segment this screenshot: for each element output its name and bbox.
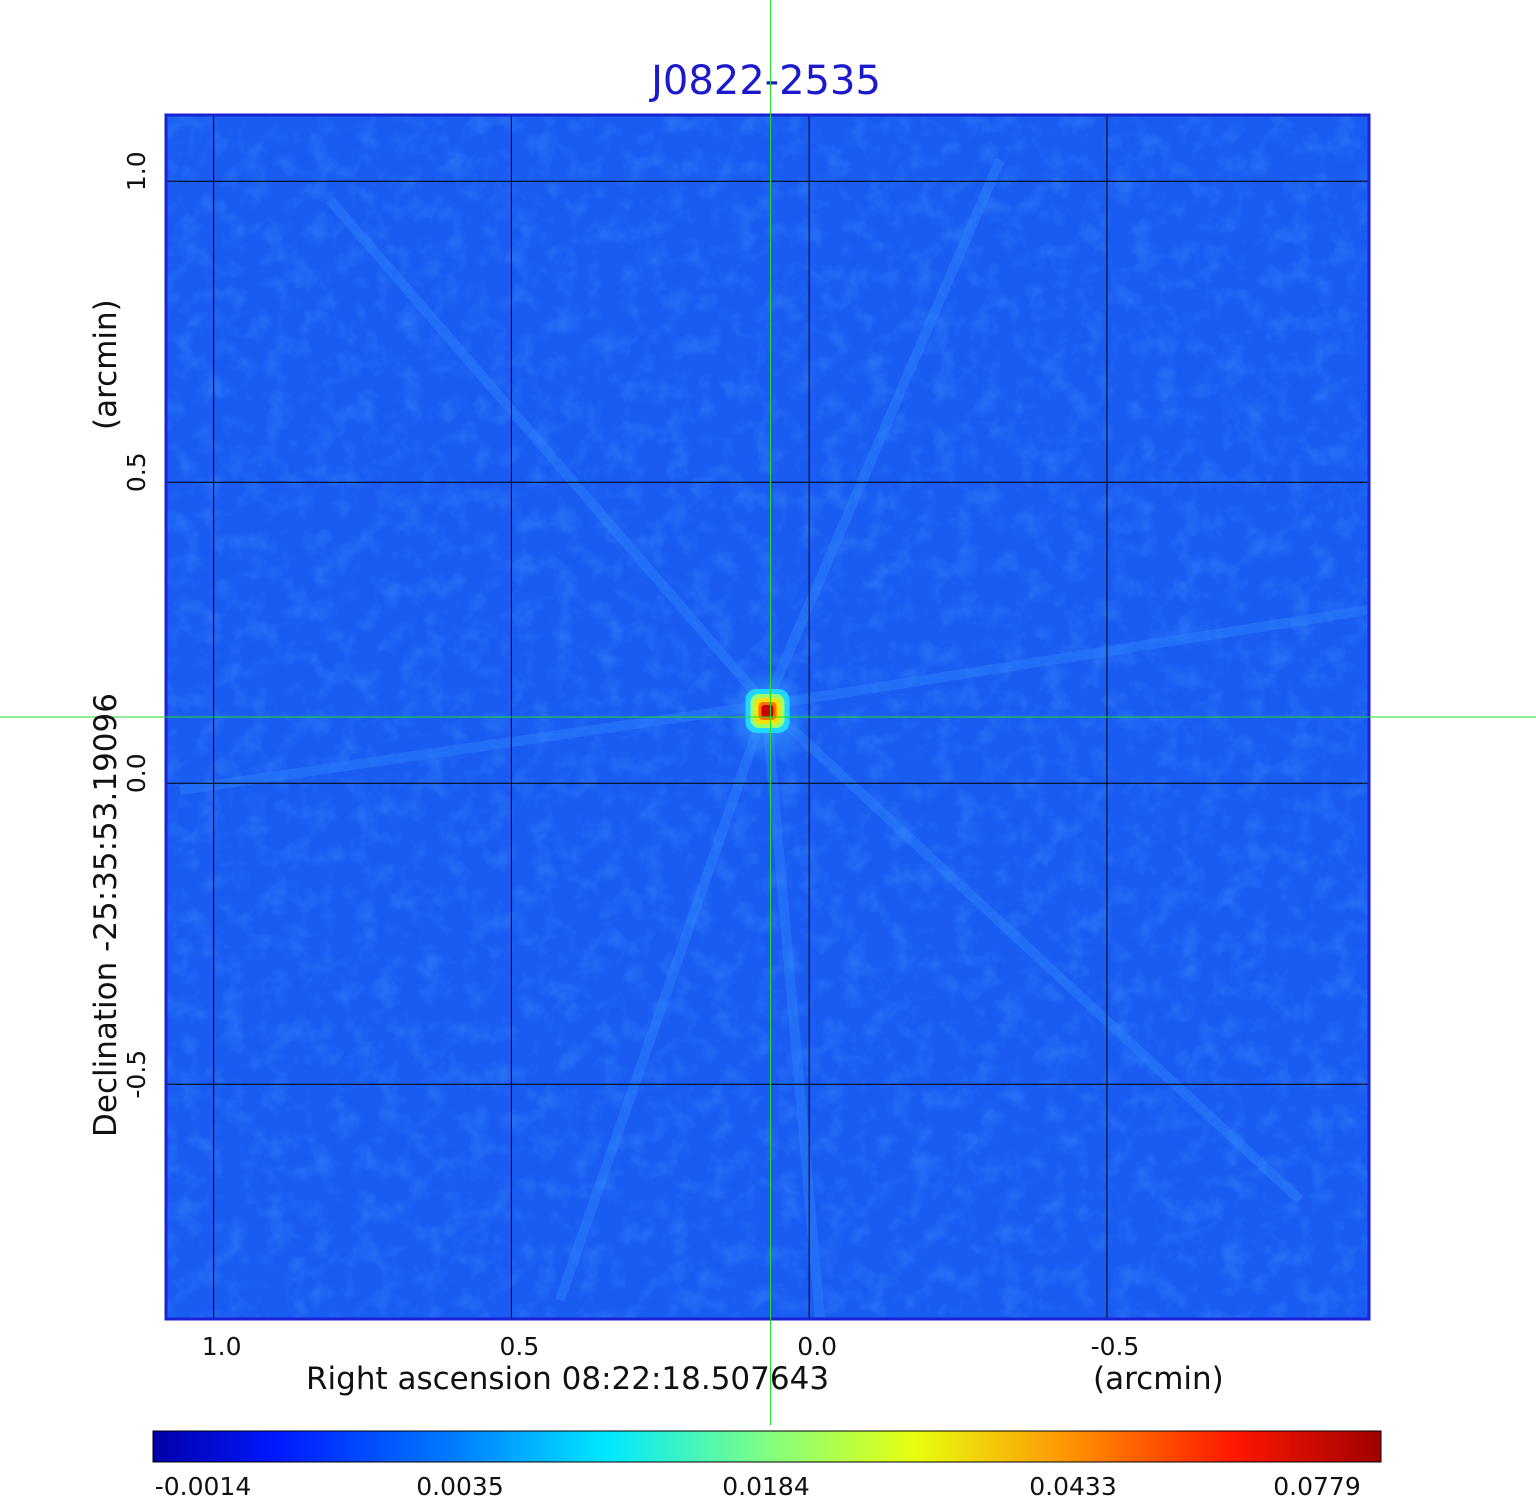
colorbar-tick-label: 0.0779 (1273, 1472, 1360, 1500)
x-tick-label: 1.0 (202, 1332, 242, 1361)
x-axis-unit: (arcmin) (1093, 1361, 1224, 1397)
colorbar-tick-label: -0.0014 (155, 1472, 252, 1500)
crosshair (0, 0, 1536, 1425)
y-axis-unit: (arcmin) (88, 299, 124, 430)
x-tick-label: -0.5 (1091, 1332, 1140, 1361)
colorbar-ticks: -0.0014 0.0035 0.0184 0.0433 0.0779 (155, 1472, 1361, 1500)
y-tick-label: -0.5 (122, 1050, 151, 1099)
y-tick-label: 1.0 (122, 151, 151, 191)
y-tick-label: 0.0 (122, 753, 151, 793)
y-axis-ticks: -0.5 0.0 0.5 1.0 (122, 151, 151, 1098)
y-tick-label: 0.5 (122, 452, 151, 492)
x-axis-ticks: 1.0 0.5 0.0 -0.5 (202, 1332, 1140, 1361)
x-axis-label: Right ascension 08:22:18.507643 (306, 1361, 829, 1397)
source-peak (727, 667, 808, 764)
x-tick-label: 0.0 (797, 1332, 837, 1361)
chart-title: J0822-2535 (648, 58, 881, 104)
source-contour-4 (761, 704, 774, 717)
colorbar (152, 1430, 1382, 1463)
sidelobe-streaks (179, 158, 1369, 1319)
colorbar-tick-label: 0.0433 (1029, 1472, 1116, 1500)
x-tick-label: 0.5 (500, 1332, 540, 1361)
colorbar-tick-label: 0.0035 (416, 1472, 503, 1500)
y-axis-label: Declination -25:35:53.19096 (88, 693, 124, 1137)
colorbar-tick-label: 0.0184 (722, 1472, 809, 1500)
